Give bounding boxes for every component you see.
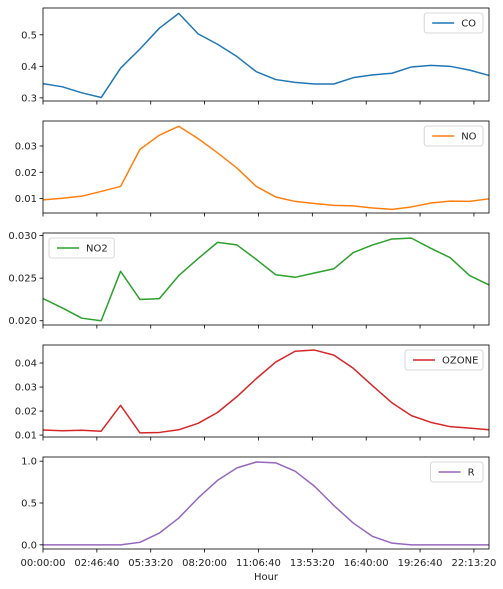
series-line-no2 bbox=[42, 237, 490, 322]
axes-frame bbox=[42, 232, 490, 326]
x-tick-label: 16:40:00 bbox=[344, 558, 389, 569]
y-tick-label: 0.04 bbox=[15, 359, 37, 370]
x-tick-label: 05:33:20 bbox=[128, 558, 173, 569]
legend-label: NO2 bbox=[86, 244, 108, 255]
panel-no2: 0.020 0.025 0.030 NO2 bbox=[8, 231, 490, 329]
y-tick-label: 0.03 bbox=[15, 383, 37, 394]
x-tick-label: 08:20:00 bbox=[182, 558, 227, 569]
y-tick-label: 0.030 bbox=[8, 231, 37, 242]
axes-frame bbox=[42, 7, 490, 102]
x-tick-label: 13:53:20 bbox=[290, 558, 335, 569]
panel-co: 0.3 0.4 0.5 CO bbox=[21, 7, 490, 105]
axes-frame bbox=[42, 344, 490, 438]
y-tick-label: 0.01 bbox=[15, 194, 37, 205]
legend-box bbox=[404, 349, 484, 371]
axes-frame bbox=[42, 456, 490, 550]
panel-r: 0.0 0.5 1.0 R bbox=[21, 456, 490, 553]
y-tick-label: 0.4 bbox=[21, 62, 37, 73]
panel-ozone: 0.01 0.02 0.03 0.04 OZONE bbox=[15, 344, 490, 442]
y-tick-label: 1.0 bbox=[21, 457, 37, 468]
legend-co: CO bbox=[423, 12, 484, 34]
x-tick-label: 11:06:40 bbox=[236, 558, 281, 569]
series-line-co bbox=[42, 12, 490, 99]
legend-ozone: OZONE bbox=[404, 349, 484, 371]
series-line-no bbox=[42, 125, 490, 211]
series-line-r bbox=[43, 461, 489, 546]
y-tick-label: 0.02 bbox=[15, 168, 37, 179]
y-tick-label: 0.0 bbox=[21, 540, 37, 551]
legend-box bbox=[48, 237, 115, 259]
y-tick-label: 0.3 bbox=[21, 93, 37, 104]
legend-no2: NO2 bbox=[48, 237, 115, 259]
y-tick-label: 0.01 bbox=[15, 431, 37, 442]
y-tick-label: 0.025 bbox=[8, 274, 37, 285]
y-tick-label: 0.5 bbox=[21, 30, 37, 41]
series-line-ozone bbox=[42, 349, 490, 434]
x-tick-label: 00:00:00 bbox=[21, 558, 66, 569]
x-tick-label: 19:26:40 bbox=[398, 558, 443, 569]
y-tick-label: 0.03 bbox=[15, 141, 37, 152]
panel-no: 0.01 0.02 0.03 NO bbox=[15, 120, 490, 217]
y-tick-label: 0.02 bbox=[15, 407, 37, 418]
legend-no: NO bbox=[423, 125, 484, 147]
axes-frame bbox=[42, 120, 490, 214]
x-tick-label: 22:13:20 bbox=[451, 558, 496, 569]
legend-label: R bbox=[468, 468, 475, 479]
y-tick-label: 0.5 bbox=[21, 499, 37, 510]
legend-label: CO bbox=[461, 19, 476, 30]
legend-r: R bbox=[430, 461, 484, 483]
legend-label: NO bbox=[461, 132, 476, 143]
legend-label: OZONE bbox=[442, 356, 478, 367]
x-tick-label: 02:46:40 bbox=[74, 558, 119, 569]
y-tick-label: 0.020 bbox=[8, 316, 37, 327]
x-axis-title: Hour bbox=[254, 572, 279, 583]
